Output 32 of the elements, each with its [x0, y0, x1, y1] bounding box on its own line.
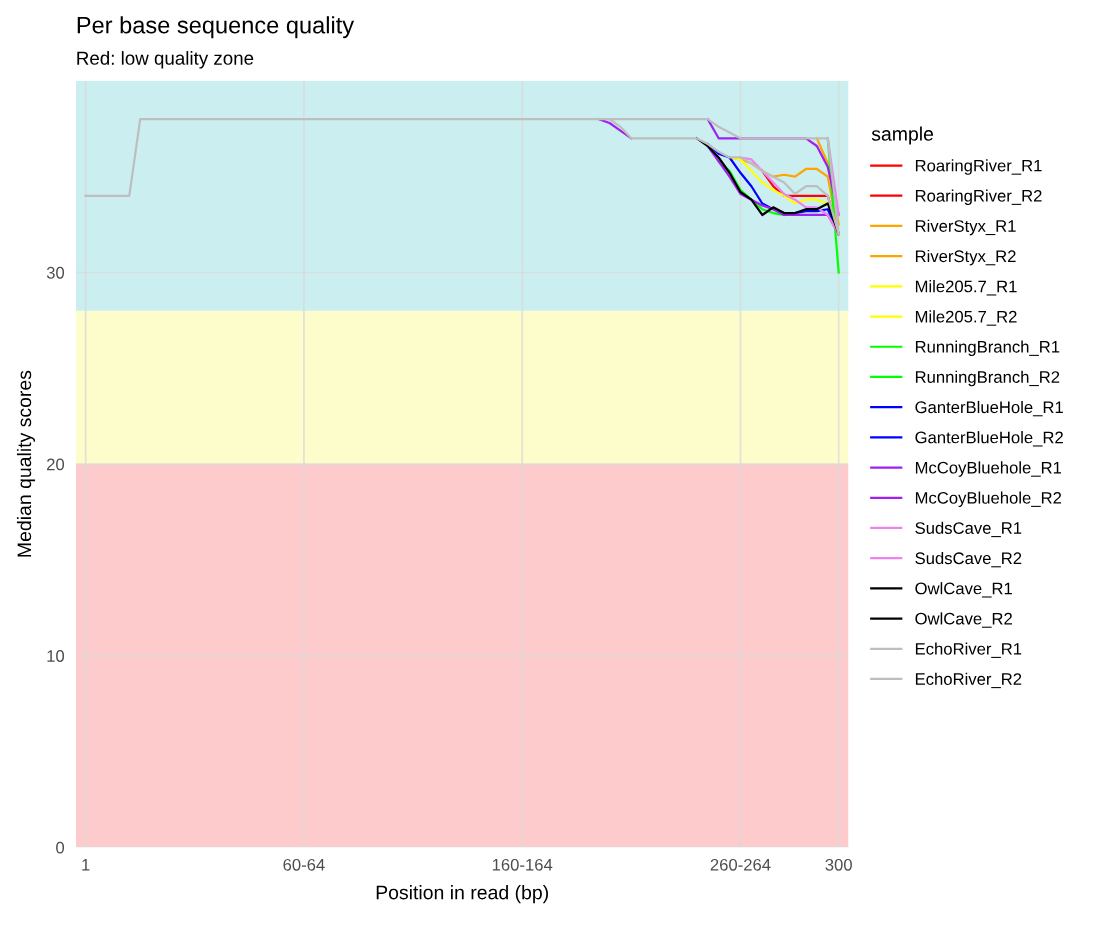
x-axis-title: Position in read (bp): [376, 885, 548, 904]
y-tick-label: 0: [56, 841, 65, 854]
legend-label: SudsCave_R1: [915, 521, 1022, 538]
y-tick-label: 20: [47, 458, 65, 471]
legend-label: GanterBlueHole_R2: [915, 431, 1063, 447]
y-axis-title: Median quality scores: [16, 370, 36, 557]
legend-label: McCoyBluehole_R2: [915, 491, 1062, 508]
legend-label: Mile205.7_R1: [915, 280, 1017, 296]
legend-label: RunningBranch_R2: [915, 370, 1060, 387]
legend-label: EchoRiver_R1: [915, 642, 1022, 658]
chart-title: Per base sequence quality: [77, 16, 355, 39]
legend-label: McCoyBluehole_R1: [915, 461, 1062, 477]
legend-label: RunningBranch_R1: [915, 340, 1060, 357]
legend-label: RoaringRiver_R1: [915, 159, 1042, 175]
legend-label: GanterBlueHole_R1: [915, 400, 1063, 417]
legend-label: OwlCave_R1: [915, 582, 1012, 598]
legend-label: Mile205.7_R2: [915, 310, 1017, 326]
legend-label: SudsCave_R2: [915, 551, 1022, 568]
x-tick-label: 1: [82, 859, 90, 871]
x-tick-label: 160-164: [492, 858, 553, 871]
x-tick-label: 260-264: [710, 858, 771, 871]
legend-label: RiverStyx_R2: [915, 249, 1016, 266]
x-tick-label: 60-64: [283, 858, 325, 871]
legend-label: EchoRiver_R2: [915, 672, 1022, 689]
legend-label: RoaringRiver_R2: [915, 189, 1042, 206]
legend-label: OwlCave_R2: [915, 612, 1012, 628]
chart-subtitle: Red: low quality zone: [77, 51, 254, 69]
y-tick-label: 30: [46, 266, 65, 279]
y-tick-label: 10: [47, 650, 65, 662]
x-tick-label: 300: [825, 858, 852, 871]
legend-title: sample: [871, 126, 934, 145]
legend-label: RiverStyx_R1: [915, 219, 1016, 236]
